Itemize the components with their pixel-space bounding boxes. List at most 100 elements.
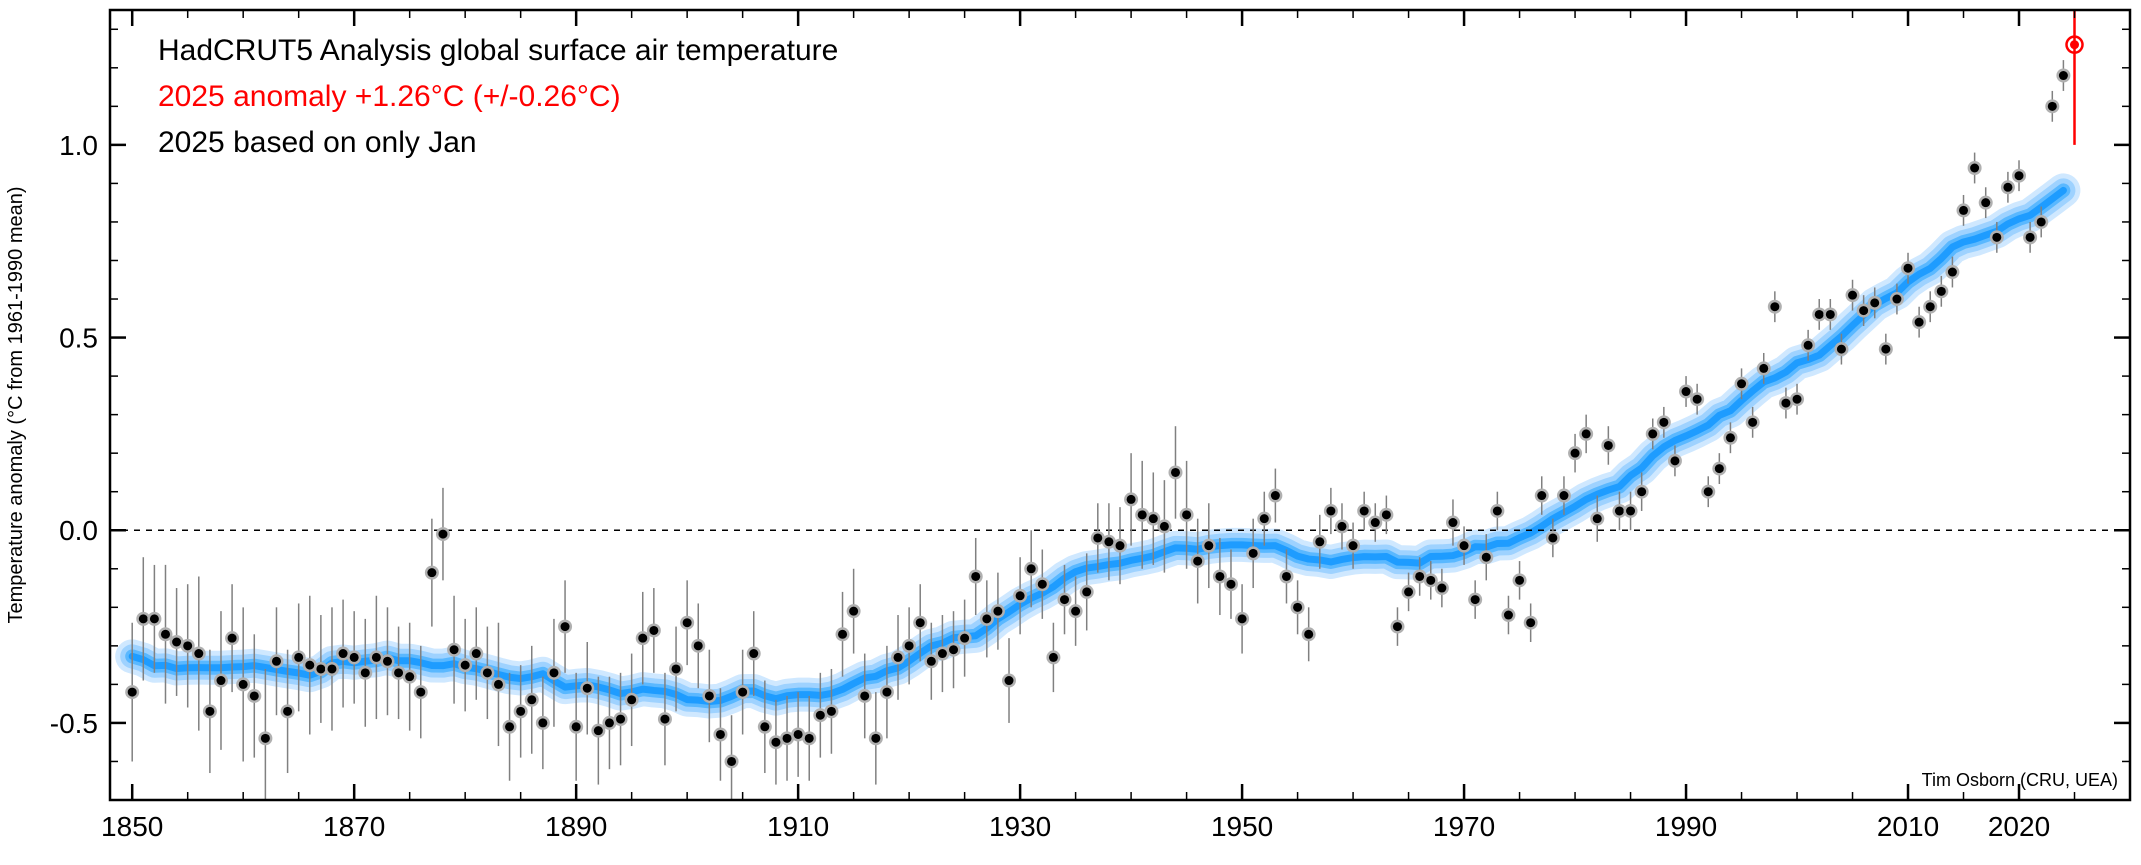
data-point <box>1793 395 1802 404</box>
data-point <box>1582 429 1591 438</box>
data-point <box>1682 387 1691 396</box>
data-point <box>450 645 459 654</box>
y-axis-label: Temperature anomaly (°C from 1961-1990 m… <box>5 186 27 623</box>
data-point <box>549 668 558 677</box>
data-point <box>638 634 647 643</box>
xtick-label: 1890 <box>545 811 607 842</box>
data-point <box>760 722 769 731</box>
data-point <box>1915 318 1924 327</box>
chart-title-line: 2025 anomaly +1.26°C (+/-0.26°C) <box>158 80 621 113</box>
data-point <box>1937 287 1946 296</box>
data-point <box>1959 206 1968 215</box>
data-point <box>1082 587 1091 596</box>
chart-title-line: HadCRUT5 Analysis global surface air tem… <box>158 34 838 67</box>
data-point <box>1881 345 1890 354</box>
data-point <box>838 630 847 639</box>
data-point <box>527 695 536 704</box>
data-point <box>350 653 359 662</box>
data-point <box>694 641 703 650</box>
data-point <box>594 726 603 735</box>
data-point <box>1249 549 1258 558</box>
data-point <box>250 691 259 700</box>
xtick-label: 2010 <box>1877 811 1939 842</box>
data-point <box>1804 341 1813 350</box>
data-point <box>261 734 270 743</box>
data-point <box>2059 71 2068 80</box>
data-point <box>1127 495 1136 504</box>
data-point <box>1415 572 1424 581</box>
data-point <box>1981 198 1990 207</box>
data-point <box>860 691 869 700</box>
data-point <box>1848 291 1857 300</box>
data-point <box>172 638 181 647</box>
data-point <box>1448 518 1457 527</box>
data-point <box>427 568 436 577</box>
data-point <box>1759 364 1768 373</box>
data-point <box>849 607 858 616</box>
data-point <box>1293 603 1302 612</box>
data-point <box>1471 595 1480 604</box>
data-point <box>1171 468 1180 477</box>
data-point <box>372 653 381 662</box>
data-point <box>1482 553 1491 562</box>
data-point <box>1637 487 1646 496</box>
data-point <box>649 626 658 635</box>
data-point <box>228 634 237 643</box>
data-point <box>871 734 880 743</box>
xtick-label: 1850 <box>101 811 163 842</box>
data-point <box>1193 557 1202 566</box>
data-point <box>1460 541 1469 550</box>
data-point <box>572 722 581 731</box>
data-point <box>1049 653 1058 662</box>
data-point <box>1060 595 1069 604</box>
chart-title-line: 2025 based on only Jan <box>158 126 477 159</box>
data-point <box>1726 433 1735 442</box>
data-point <box>1382 510 1391 519</box>
highlight-point <box>2070 40 2079 49</box>
xtick-label: 2020 <box>1988 811 2050 842</box>
data-point <box>494 680 503 689</box>
ytick-label: -0.5 <box>50 708 98 739</box>
data-point <box>949 645 958 654</box>
data-point <box>1504 611 1513 620</box>
data-point <box>905 641 914 650</box>
data-point <box>938 649 947 658</box>
data-point <box>1315 537 1324 546</box>
data-point <box>771 738 780 747</box>
ytick-label: 1.0 <box>59 130 98 161</box>
data-point <box>1038 580 1047 589</box>
data-point <box>2048 102 2057 111</box>
data-point <box>1604 441 1613 450</box>
data-point <box>738 688 747 697</box>
data-point <box>1104 537 1113 546</box>
data-point <box>1904 264 1913 273</box>
data-point <box>1226 580 1235 589</box>
data-point <box>1926 302 1935 311</box>
data-point <box>1093 533 1102 542</box>
data-point <box>783 734 792 743</box>
data-point <box>216 676 225 685</box>
data-point <box>1559 491 1568 500</box>
data-point <box>1326 506 1335 515</box>
data-point <box>683 618 692 627</box>
data-point <box>1670 456 1679 465</box>
data-point <box>1571 449 1580 458</box>
data-point <box>416 688 425 697</box>
data-point <box>1526 618 1535 627</box>
xtick-label: 1970 <box>1433 811 1495 842</box>
data-point <box>1892 295 1901 304</box>
data-point <box>927 657 936 666</box>
data-point <box>1260 514 1269 523</box>
xtick-label: 1990 <box>1655 811 1717 842</box>
data-point <box>483 668 492 677</box>
data-point <box>139 614 148 623</box>
data-point <box>305 661 314 670</box>
data-point <box>1493 506 1502 515</box>
data-point <box>1537 491 1546 500</box>
data-point <box>383 657 392 666</box>
data-point <box>1437 584 1446 593</box>
data-point <box>194 649 203 658</box>
data-point <box>1282 572 1291 581</box>
data-point <box>516 707 525 716</box>
data-point <box>1204 541 1213 550</box>
